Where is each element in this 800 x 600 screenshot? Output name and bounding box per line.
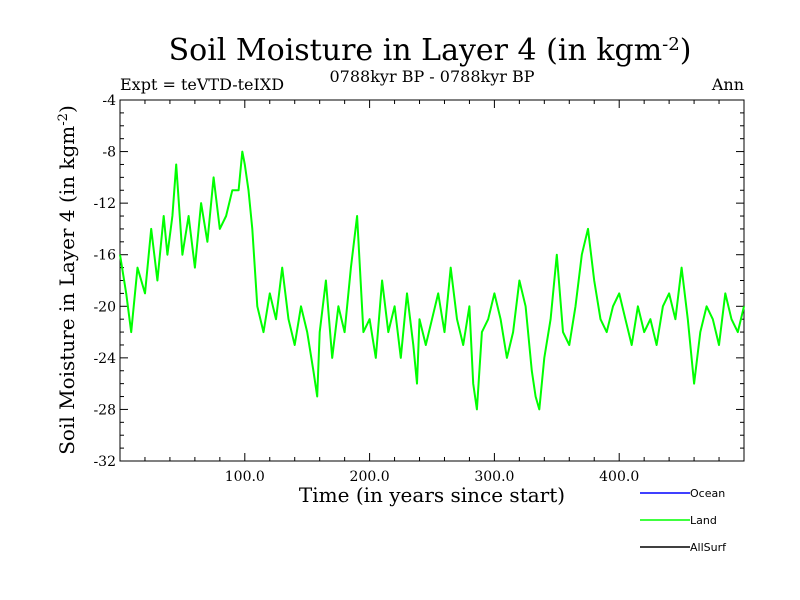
y-axis-label-superscript: -2 xyxy=(56,113,71,126)
x-tick-label: 100.0 xyxy=(225,469,265,485)
y-tick-label: -20 xyxy=(93,299,116,315)
chart-title-text: Soil Moisture in Layer 4 (in kgm xyxy=(169,33,663,68)
legend-label-ocean: Ocean xyxy=(690,487,725,500)
y-axis-label: Soil Moisture in Layer 4 (in kgm-2) xyxy=(55,105,79,455)
chart-title: Soil Moisture in Layer 4 (in kgm-2) xyxy=(169,33,692,68)
x-tick-label: 300.0 xyxy=(474,469,514,485)
legend: Ocean Land AllSurf xyxy=(640,487,727,554)
season-label: Ann xyxy=(711,75,744,94)
legend-label-land: Land xyxy=(690,514,717,527)
legend-label-allsurf: AllSurf xyxy=(690,541,727,554)
plot-frame xyxy=(119,99,745,462)
period-label: 0788kyr BP - 0788kyr BP xyxy=(330,67,535,86)
x-axis-ticks: 100.0 200.0 300.0 400.0 xyxy=(144,100,720,485)
x-tick-label: 400.0 xyxy=(599,469,639,485)
x-tick-label: 200.0 xyxy=(350,469,390,485)
y-axis-label-text: Soil Moisture in Layer 4 (in kgm xyxy=(55,126,79,455)
y-tick-label: -28 xyxy=(93,402,116,418)
y-axis-ticks: -32 -28 -24 -20 -16 -12 -8 -4 xyxy=(93,93,744,470)
y-tick-label: -24 xyxy=(93,351,116,367)
y-tick-label: -4 xyxy=(102,93,116,109)
y-tick-label: -32 xyxy=(93,454,116,470)
chart-title-close: ) xyxy=(680,33,692,68)
y-tick-label: -12 xyxy=(93,196,116,212)
y-tick-label: -8 xyxy=(102,145,116,161)
experiment-label: Expt = teVTD-teIXD xyxy=(120,75,284,94)
y-tick-label: -16 xyxy=(93,248,116,264)
series-line-land xyxy=(119,150,745,411)
chart-title-superscript: -2 xyxy=(662,34,680,55)
x-axis-label: Time (in years since start) xyxy=(299,483,565,507)
y-axis-label-close: ) xyxy=(55,105,79,113)
